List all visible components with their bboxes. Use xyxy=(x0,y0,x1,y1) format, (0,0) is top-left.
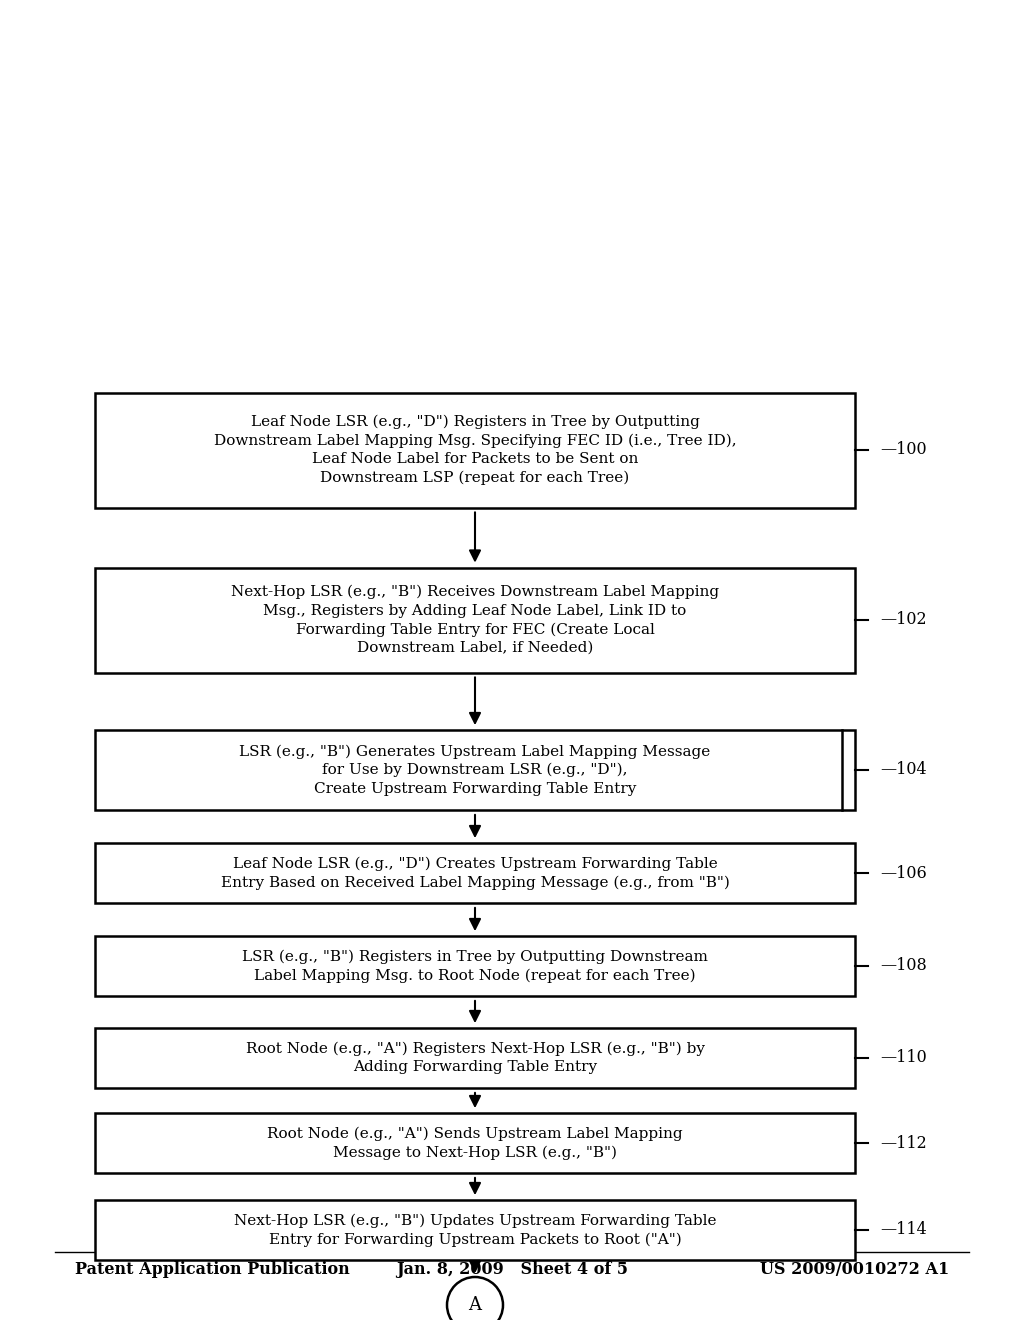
Text: —112: —112 xyxy=(880,1134,927,1151)
Text: —100: —100 xyxy=(880,441,927,458)
Text: A: A xyxy=(469,1296,481,1313)
Text: Leaf Node LSR (e.g., "D") Registers in Tree by Outputting
Downstream Label Mappi: Leaf Node LSR (e.g., "D") Registers in T… xyxy=(214,414,736,486)
Bar xyxy=(95,392,855,507)
Text: Patent Application Publication: Patent Application Publication xyxy=(75,1262,350,1279)
Text: LSR (e.g., "B") Generates Upstream Label Mapping Message
for Use by Downstream L: LSR (e.g., "B") Generates Upstream Label… xyxy=(240,744,711,796)
Text: Root Node (e.g., "A") Sends Upstream Label Mapping
Message to Next-Hop LSR (e.g.: Root Node (e.g., "A") Sends Upstream Lab… xyxy=(267,1126,683,1160)
Circle shape xyxy=(447,1276,503,1320)
Text: Next-Hop LSR (e.g., "B") Updates Upstream Forwarding Table
Entry for Forwarding : Next-Hop LSR (e.g., "B") Updates Upstrea… xyxy=(233,1213,716,1246)
Text: —110: —110 xyxy=(880,1049,927,1067)
Text: —104: —104 xyxy=(880,762,927,779)
Text: Root Node (e.g., "A") Registers Next-Hop LSR (e.g., "B") by
Adding Forwarding Ta: Root Node (e.g., "A") Registers Next-Hop… xyxy=(246,1041,705,1074)
Bar xyxy=(95,1200,855,1261)
Text: Jan. 8, 2009   Sheet 4 of 5: Jan. 8, 2009 Sheet 4 of 5 xyxy=(396,1262,628,1279)
Bar xyxy=(95,843,855,903)
Bar xyxy=(95,1113,855,1173)
Text: US 2009/0010272 A1: US 2009/0010272 A1 xyxy=(760,1262,949,1279)
Text: —102: —102 xyxy=(880,611,927,628)
Bar xyxy=(95,936,855,997)
Bar xyxy=(95,568,855,672)
Text: —106: —106 xyxy=(880,865,927,882)
Text: Leaf Node LSR (e.g., "D") Creates Upstream Forwarding Table
Entry Based on Recei: Leaf Node LSR (e.g., "D") Creates Upstre… xyxy=(220,857,729,890)
Bar xyxy=(95,1028,855,1088)
Bar xyxy=(95,730,855,810)
Text: —114: —114 xyxy=(880,1221,927,1238)
Text: LSR (e.g., "B") Registers in Tree by Outputting Downstream
Label Mapping Msg. to: LSR (e.g., "B") Registers in Tree by Out… xyxy=(242,949,708,982)
Text: Next-Hop LSR (e.g., "B") Receives Downstream Label Mapping
Msg., Registers by Ad: Next-Hop LSR (e.g., "B") Receives Downst… xyxy=(231,585,719,655)
Text: —108: —108 xyxy=(880,957,927,974)
